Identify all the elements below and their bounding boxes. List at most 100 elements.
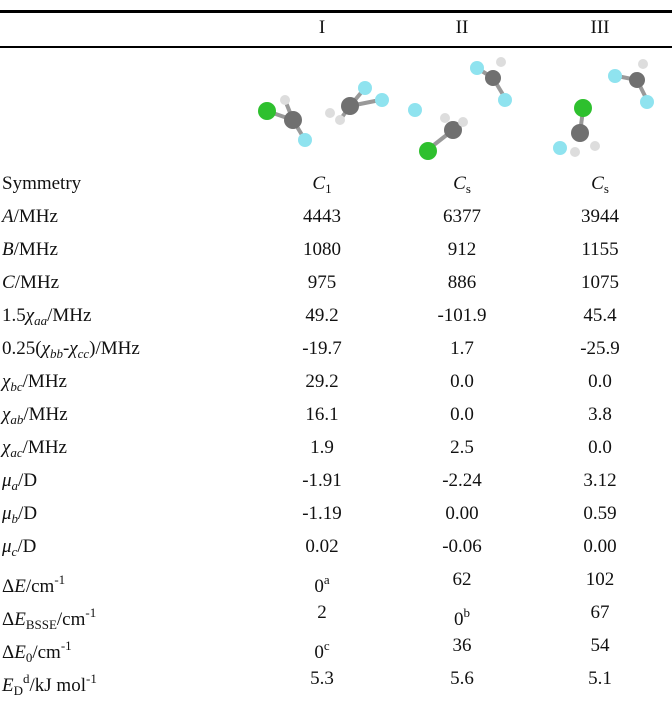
text-run: /D	[18, 503, 37, 524]
top-rule	[0, 10, 672, 13]
table-cell: 5.1	[588, 667, 612, 691]
text-run: Δ	[2, 576, 14, 597]
text-run: E	[14, 576, 26, 597]
text-run: E	[14, 642, 26, 663]
text-run: )/MHz	[89, 338, 140, 359]
text-run: /MHz	[23, 371, 67, 392]
text-run: s	[466, 181, 471, 196]
text-run: 0	[314, 642, 324, 663]
table-cell: 0.0	[450, 370, 474, 394]
text-run: /MHz	[23, 437, 67, 458]
text-run: 1075	[581, 272, 619, 293]
text-run: μ	[2, 503, 12, 524]
text-run: Δ	[2, 609, 14, 630]
text-run: Δ	[2, 642, 14, 663]
text-run: 0.0	[588, 371, 612, 392]
text-run: 0.59	[583, 503, 616, 524]
text-run: 0.02	[305, 536, 338, 557]
text-run: -1	[86, 671, 97, 686]
text-run: /cm	[57, 609, 86, 630]
table-cell: 0.0	[450, 403, 474, 427]
table-cell: 1080	[303, 238, 341, 262]
text-run: -25.9	[580, 338, 620, 359]
text-run: E	[14, 609, 26, 630]
text-run: 1080	[303, 239, 341, 260]
text-run: /D	[17, 536, 36, 557]
row-label: χac/MHz	[2, 436, 67, 465]
table-cell: -19.7	[302, 337, 342, 361]
table-cell: 0a	[314, 568, 329, 599]
text-run: 62	[453, 569, 472, 590]
text-run: c	[324, 638, 330, 653]
text-run: /cm	[26, 576, 55, 597]
table-cell: 912	[448, 238, 477, 262]
text-run: /MHz	[14, 206, 58, 227]
table-cell: 0.00	[445, 502, 478, 526]
text-run: 886	[448, 272, 477, 293]
text-run: 1	[325, 181, 332, 196]
text-run: 49.2	[305, 305, 338, 326]
text-run: 29.2	[305, 371, 338, 392]
text-run: /cm	[32, 642, 61, 663]
text-run: 0	[454, 609, 464, 630]
text-run: B	[2, 239, 14, 260]
text-run: b	[464, 605, 471, 620]
text-run: BSSE	[26, 617, 57, 632]
row-label: 0.25(χbb-χcc)/MHz	[2, 337, 140, 366]
text-run: -2.24	[442, 470, 482, 491]
row-label: B/MHz	[2, 238, 58, 262]
row-label: ΔE0/cm-1	[2, 634, 72, 670]
text-run: 54	[591, 635, 610, 656]
table-cell: 5.6	[450, 667, 474, 691]
table-cell: 3.8	[588, 403, 612, 427]
text-run: ab	[10, 412, 23, 427]
table-cell: 1.7	[450, 337, 474, 361]
table-cell: 5.3	[310, 667, 334, 691]
text-run: 1.5	[2, 305, 26, 326]
table-cell: 62	[453, 568, 472, 592]
text-run: 975	[308, 272, 337, 293]
text-run: 5.3	[310, 668, 334, 689]
text-run: bb	[50, 346, 63, 361]
table-cell: 0.02	[305, 535, 338, 559]
text-run: 3.8	[588, 404, 612, 425]
text-run: 1.9	[310, 437, 334, 458]
row-label: χab/MHz	[2, 403, 68, 432]
column-header: II	[456, 16, 469, 40]
text-run: χ	[42, 338, 50, 359]
text-run: χ	[26, 305, 34, 326]
text-run: 0.00	[445, 503, 478, 524]
table-cell: 0b	[454, 601, 470, 632]
table-cell: 0.00	[583, 535, 616, 559]
text-run: -0.06	[442, 536, 482, 557]
row-label: EDd/kJ mol-1	[2, 667, 97, 703]
row-label: χbc/MHz	[2, 370, 67, 399]
text-run: 6377	[443, 206, 481, 227]
table-cell: C1	[312, 172, 331, 201]
table-cell: 6377	[443, 205, 481, 229]
table-cell: 975	[308, 271, 337, 295]
row-label: μc/D	[2, 535, 36, 564]
table-cell: -25.9	[580, 337, 620, 361]
table-cell: 1.9	[310, 436, 334, 460]
text-run: -101.9	[437, 305, 486, 326]
text-run: -1	[85, 605, 96, 620]
text-run: 4443	[303, 206, 341, 227]
text-run: ac	[10, 445, 22, 460]
text-run: C	[312, 173, 325, 194]
structure-iii	[545, 48, 665, 163]
row-label: μa/D	[2, 469, 37, 498]
text-run: 2	[317, 602, 327, 623]
structure-ii	[405, 48, 515, 163]
text-run: /MHz	[14, 239, 58, 260]
row-label: Symmetry	[2, 172, 81, 196]
table-cell: -101.9	[437, 304, 486, 328]
table-cell: Cs	[591, 172, 609, 201]
table-cell: 2	[317, 601, 327, 625]
table-cell: -2.24	[442, 469, 482, 493]
text-run: aa	[34, 313, 47, 328]
row-label: μb/D	[2, 502, 37, 531]
text-run: 5.6	[450, 668, 474, 689]
text-run: 1155	[581, 239, 618, 260]
text-run: 2.5	[450, 437, 474, 458]
